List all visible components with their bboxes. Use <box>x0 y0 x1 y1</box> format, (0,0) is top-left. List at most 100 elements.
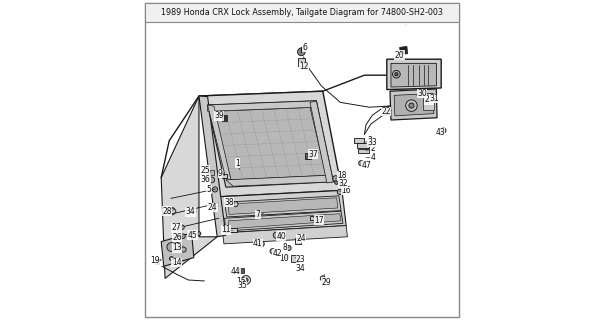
Circle shape <box>244 278 248 282</box>
Circle shape <box>286 245 291 251</box>
Text: 4: 4 <box>371 153 376 162</box>
Text: 8: 8 <box>283 244 288 252</box>
Circle shape <box>406 100 417 111</box>
Text: 40: 40 <box>276 232 286 241</box>
Circle shape <box>335 180 338 184</box>
Circle shape <box>441 128 446 133</box>
Text: 11: 11 <box>221 225 231 234</box>
Circle shape <box>393 70 400 78</box>
Circle shape <box>233 202 238 207</box>
Text: 27: 27 <box>172 223 181 232</box>
Bar <box>222 174 227 178</box>
Circle shape <box>170 257 173 260</box>
Text: 29: 29 <box>321 278 331 287</box>
Text: 18: 18 <box>337 172 347 180</box>
Bar <box>367 141 370 145</box>
Text: 31: 31 <box>429 94 439 103</box>
Circle shape <box>197 232 201 236</box>
Text: 24: 24 <box>297 234 306 243</box>
Polygon shape <box>208 101 333 187</box>
Text: 34: 34 <box>295 264 305 273</box>
Polygon shape <box>208 101 316 111</box>
Text: 42: 42 <box>272 249 282 258</box>
Circle shape <box>284 254 289 259</box>
Text: 15: 15 <box>236 277 245 286</box>
Circle shape <box>395 73 398 76</box>
Circle shape <box>270 249 275 254</box>
Text: 33: 33 <box>367 138 378 147</box>
Circle shape <box>359 161 364 166</box>
Text: 1989 Honda CRX Lock Assembly, Tailgate Diagram for 74800-SH2-003: 1989 Honda CRX Lock Assembly, Tailgate D… <box>161 8 443 17</box>
Text: 19: 19 <box>150 256 159 265</box>
Text: 32: 32 <box>338 179 348 188</box>
Circle shape <box>181 234 185 238</box>
Text: 45: 45 <box>188 231 198 240</box>
Circle shape <box>337 189 342 195</box>
Polygon shape <box>223 226 347 244</box>
Text: 36: 36 <box>201 175 210 184</box>
Circle shape <box>174 243 181 249</box>
Bar <box>304 153 311 159</box>
Polygon shape <box>228 198 338 214</box>
Bar <box>155 259 159 264</box>
Circle shape <box>298 48 305 56</box>
Bar <box>292 255 298 262</box>
Circle shape <box>181 247 186 252</box>
Bar <box>225 228 237 232</box>
Polygon shape <box>208 105 231 180</box>
Text: 39: 39 <box>214 111 223 120</box>
Text: 9: 9 <box>218 169 223 178</box>
Text: 35: 35 <box>237 281 246 290</box>
Polygon shape <box>400 46 408 54</box>
Polygon shape <box>387 59 441 90</box>
Text: 17: 17 <box>314 216 324 225</box>
Text: 30: 30 <box>417 89 427 98</box>
Text: 23: 23 <box>296 255 306 264</box>
Text: 22: 22 <box>381 107 391 116</box>
Circle shape <box>242 276 251 284</box>
Polygon shape <box>226 175 333 186</box>
Text: 16: 16 <box>341 186 351 195</box>
Text: 26: 26 <box>172 233 182 242</box>
Circle shape <box>213 187 217 192</box>
Circle shape <box>320 276 326 281</box>
Text: 7: 7 <box>255 210 260 219</box>
Circle shape <box>167 243 176 252</box>
Polygon shape <box>161 96 217 278</box>
Bar <box>295 238 301 244</box>
Circle shape <box>273 232 280 238</box>
Text: 20: 20 <box>395 51 405 60</box>
Circle shape <box>333 176 338 181</box>
Polygon shape <box>225 211 343 231</box>
Text: 2: 2 <box>371 144 376 153</box>
Bar <box>354 138 364 143</box>
Polygon shape <box>310 101 333 183</box>
Text: 6: 6 <box>303 43 307 52</box>
Text: 47: 47 <box>362 161 371 170</box>
Text: 46: 46 <box>399 15 410 24</box>
Circle shape <box>409 103 414 108</box>
Bar <box>222 115 227 121</box>
Text: 28: 28 <box>162 207 172 216</box>
Text: 43: 43 <box>435 128 445 137</box>
Text: 37: 37 <box>308 150 318 159</box>
Polygon shape <box>199 96 226 237</box>
Text: 25: 25 <box>201 166 210 175</box>
Polygon shape <box>391 63 437 87</box>
Text: 1: 1 <box>235 159 240 168</box>
Polygon shape <box>225 196 341 217</box>
Text: 3: 3 <box>367 136 372 145</box>
Ellipse shape <box>167 209 176 214</box>
Polygon shape <box>390 89 437 120</box>
Circle shape <box>209 177 214 183</box>
Text: 24: 24 <box>208 203 217 212</box>
Polygon shape <box>394 93 434 116</box>
Bar <box>298 58 305 66</box>
Circle shape <box>258 241 264 247</box>
Circle shape <box>167 207 175 215</box>
Text: 5: 5 <box>207 185 211 194</box>
Circle shape <box>180 225 184 229</box>
Bar <box>310 216 316 220</box>
Bar <box>237 268 244 273</box>
Text: 38: 38 <box>224 198 234 207</box>
